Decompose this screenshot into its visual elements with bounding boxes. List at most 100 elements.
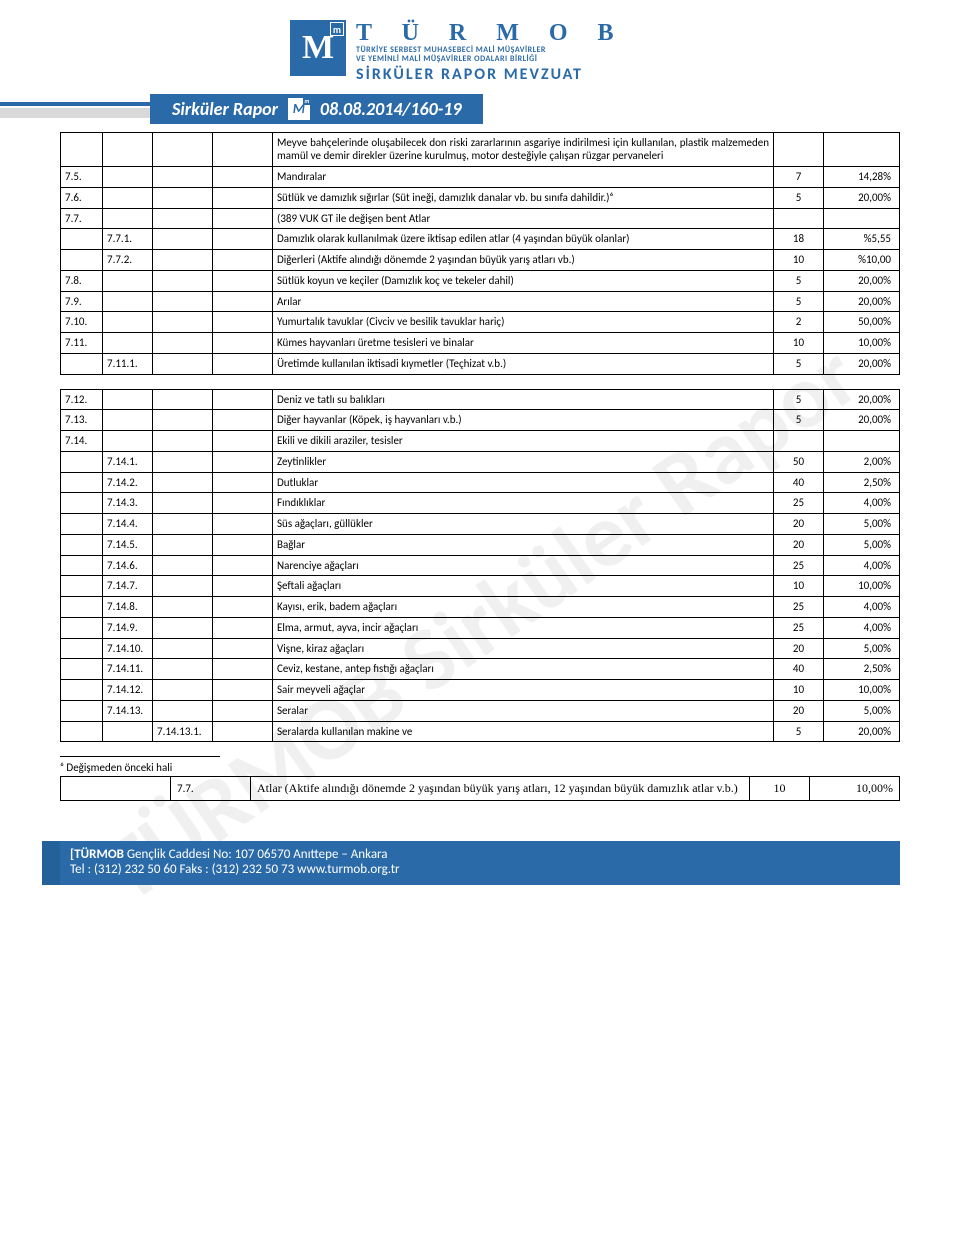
table-cell xyxy=(213,555,273,576)
table-cell: 7.14.8. xyxy=(103,597,153,618)
table-row: 7.14.Ekili ve dikili araziler, tesisler xyxy=(61,431,900,452)
brand-sirk: SİRKÜLER RAPOR MEVZUAT xyxy=(356,66,626,84)
table-cell xyxy=(824,208,900,229)
table-cell xyxy=(61,617,103,638)
table-cell: 10 xyxy=(774,333,824,354)
table-cell xyxy=(774,132,824,167)
table-cell: Elma, armut, ayva, incir ağaçları xyxy=(273,617,774,638)
table-row: 7.14.13.1. Seralarda kullanılan makine ve… xyxy=(61,721,900,742)
footer-link[interactable]: www.turmob.org.tr xyxy=(297,862,399,877)
table-cell: Mandıralar xyxy=(273,167,774,188)
table-cell xyxy=(213,680,273,701)
table-cell: 20,00% xyxy=(824,187,900,208)
table-cell: 7.14.6. xyxy=(103,555,153,576)
table-cell: 7.14.1. xyxy=(103,451,153,472)
table-cell: 10,00% xyxy=(824,576,900,597)
table-cell xyxy=(213,451,273,472)
table-cell xyxy=(61,534,103,555)
table-cell xyxy=(213,700,273,721)
table-cell: Seralarda kullanılan makine ve xyxy=(273,721,774,742)
footnote-label: ⁶ Değişmeden önceki hali xyxy=(60,761,900,774)
table-row: 7.10. Yumurtalık tavuklar (Civciv ve besi… xyxy=(61,312,900,333)
table-cell: 20 xyxy=(774,700,824,721)
table-cell xyxy=(61,514,103,535)
table-cell: 10 xyxy=(774,680,824,701)
table-cell: 7.14.3. xyxy=(103,493,153,514)
table-cell: 7.14.13.1. xyxy=(153,721,213,742)
table-cell: 5,00% xyxy=(824,514,900,535)
table-cell: Fındıklıklar xyxy=(273,493,774,514)
title-row: Sirküler Rapor M 08.08.2014/160-19 xyxy=(60,94,900,126)
title-label: Sirküler Rapor xyxy=(172,98,278,120)
table-cell: 20,00% xyxy=(824,410,900,431)
table-cell xyxy=(61,451,103,472)
table-cell xyxy=(153,389,213,410)
table-row: 7.6.Sütlük ve damızlık sığırlar (Süt ine… xyxy=(61,187,900,208)
table-cell xyxy=(61,250,103,271)
table-cell: 4,00% xyxy=(824,617,900,638)
table-row: 7.14.2.Dutluklar402,50% xyxy=(61,472,900,493)
table-cell xyxy=(103,208,153,229)
table-row: 7.7.2.Diğerleri (Aktife alındığı dönemde… xyxy=(61,250,900,271)
table-cell: Yumurtalık tavuklar (Civciv ve besilik t… xyxy=(273,312,774,333)
table-cell: 7.7. xyxy=(61,208,103,229)
brand-sub2: VE YEMİNLİ MALİ MÜŞAVİRLER ODALARI BİRLİ… xyxy=(356,55,626,64)
table-cell xyxy=(774,431,824,452)
table-cell: 20,00% xyxy=(824,721,900,742)
table-cell: 7.14.12. xyxy=(103,680,153,701)
table-cell: 5,00% xyxy=(824,700,900,721)
table-cell: Arılar xyxy=(273,291,774,312)
footer-address: Gençlik Caddesi No: 107 06570 Anıttepe –… xyxy=(127,847,388,862)
table-cell: 20,00% xyxy=(824,353,900,374)
table-cell xyxy=(153,493,213,514)
table-cell: 40 xyxy=(774,659,824,680)
table-row: 7.14.13.Seralar205,00% xyxy=(61,700,900,721)
table-cell: Sütlük ve damızlık sığırlar (Süt ineği, … xyxy=(273,187,774,208)
table-cell: 7.14.9. xyxy=(103,617,153,638)
table-cell: 7.7.2. xyxy=(103,250,153,271)
footer-bar: [TÜRMOB Gençlik Caddesi No: 107 06570 An… xyxy=(60,841,900,885)
table-cell xyxy=(61,493,103,514)
footnote-code: 7.7. xyxy=(171,777,251,801)
table-cell: %10,00 xyxy=(824,250,900,271)
table-cell xyxy=(153,229,213,250)
table-cell xyxy=(153,353,213,374)
table-cell xyxy=(103,431,153,452)
footer-tel: Tel : (312) 232 50 60 Faks : (312) 232 5… xyxy=(70,862,297,877)
table-cell: 20 xyxy=(774,638,824,659)
table-row: 7.14.1.Zeytinlikler502,00% xyxy=(61,451,900,472)
table-cell xyxy=(61,700,103,721)
table-cell: 10 xyxy=(774,576,824,597)
table-cell xyxy=(103,187,153,208)
table-cell: 25 xyxy=(774,555,824,576)
table-cell: 4,00% xyxy=(824,597,900,618)
table-cell: 7.12. xyxy=(61,389,103,410)
table-cell: Bağlar xyxy=(273,534,774,555)
table-row: 7.14.6.Narenciye ağaçları254,00% xyxy=(61,555,900,576)
table-cell: Kümes hayvanları üretme tesisleri ve bin… xyxy=(273,333,774,354)
table-row: 7.14.12.Sair meyveli ağaçlar1010,00% xyxy=(61,680,900,701)
table-row: 7.9.Arılar520,00% xyxy=(61,291,900,312)
table-cell xyxy=(213,659,273,680)
table-cell xyxy=(61,659,103,680)
table-cell: 25 xyxy=(774,617,824,638)
table-cell xyxy=(213,493,273,514)
table-cell: 7.10. xyxy=(61,312,103,333)
table-cell xyxy=(213,167,273,188)
table-cell: 10,00% xyxy=(824,333,900,354)
table-cell xyxy=(153,333,213,354)
table-cell xyxy=(213,576,273,597)
title-date: 08.08.2014/160-19 xyxy=(320,98,462,120)
table-cell xyxy=(153,659,213,680)
table-cell: 5 xyxy=(774,410,824,431)
table-cell: 7.14.11. xyxy=(103,659,153,680)
table-cell xyxy=(61,555,103,576)
table-cell: 10,00% xyxy=(824,680,900,701)
table-cell xyxy=(153,167,213,188)
table-cell: 25 xyxy=(774,597,824,618)
table-cell xyxy=(213,291,273,312)
table-cell xyxy=(103,389,153,410)
table-row: 7.14.10.Vişne, kiraz ağaçları205,00% xyxy=(61,638,900,659)
table-cell: 7.13. xyxy=(61,410,103,431)
brand-logo: M m xyxy=(290,20,346,76)
